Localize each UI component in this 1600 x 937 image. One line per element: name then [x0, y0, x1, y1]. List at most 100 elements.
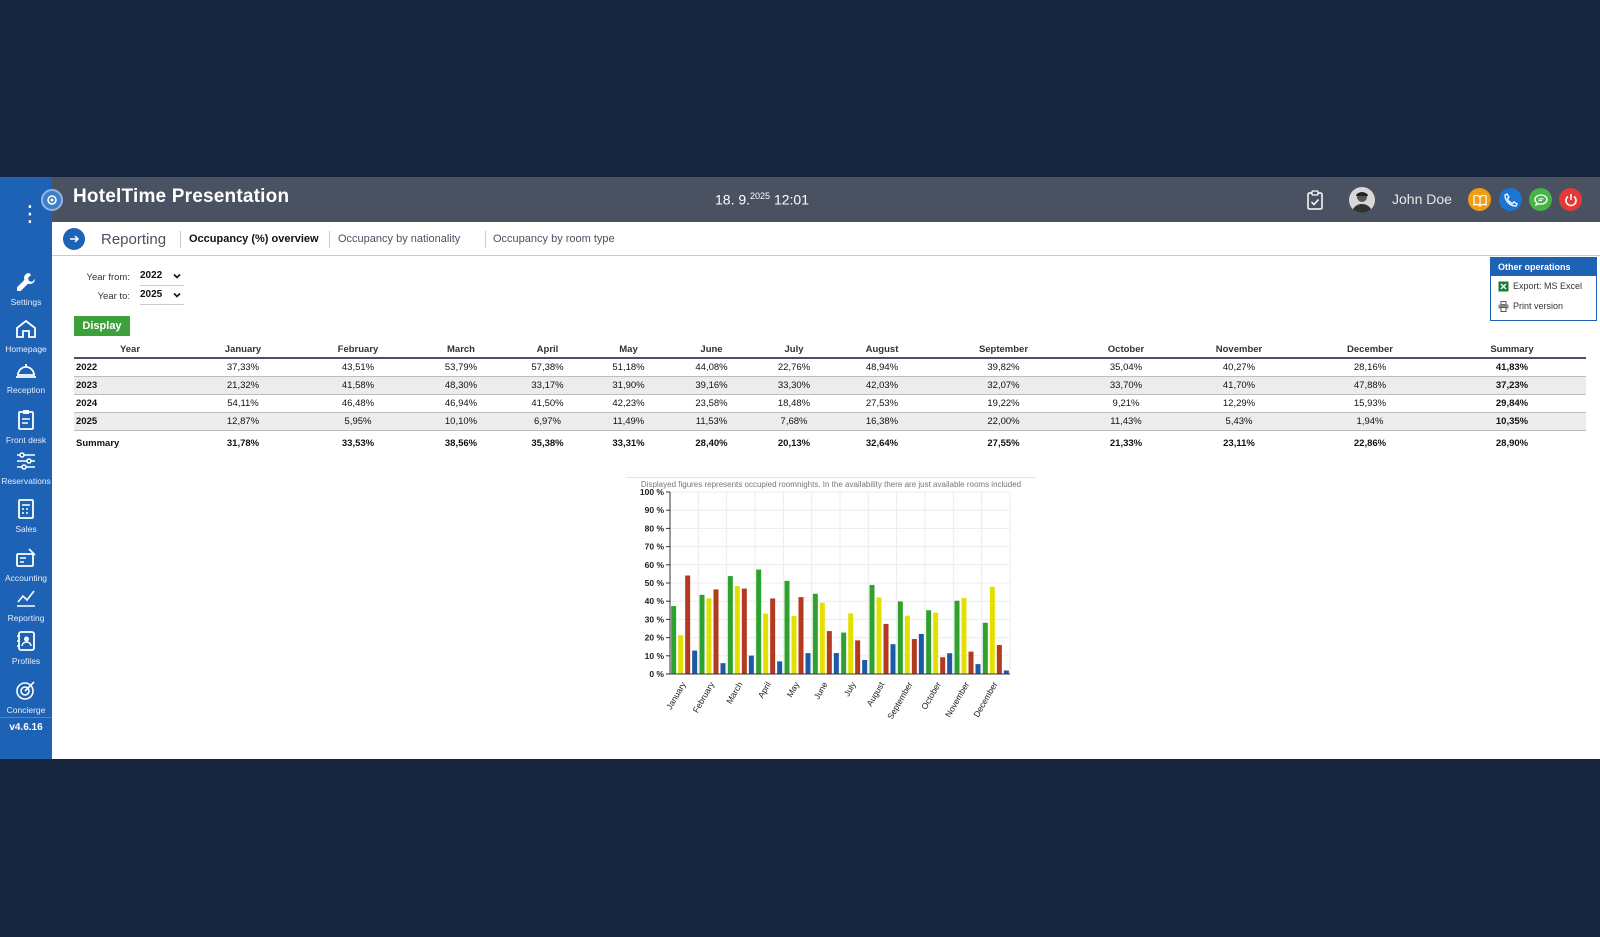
- sidebar-item-label: Concierge: [6, 705, 46, 715]
- bar-2023-june: [819, 602, 825, 674]
- table-cell: 53,79%: [416, 358, 506, 377]
- date-main: 18. 9.: [715, 191, 751, 208]
- table-cell: 27,55%: [987, 437, 1020, 449]
- column-header[interactable]: January: [186, 342, 300, 359]
- column-header[interactable]: July: [755, 342, 833, 359]
- column-header[interactable]: May: [589, 342, 668, 359]
- book-button[interactable]: [1468, 188, 1491, 211]
- x-tick-label: April: [756, 680, 773, 700]
- bar-2022-october: [926, 610, 932, 674]
- sidebar-item-reporting[interactable]: Reporting: [0, 579, 52, 623]
- settings-gear-icon[interactable]: [41, 189, 63, 211]
- sidebar-item-reservations[interactable]: Reservations: [0, 442, 52, 486]
- section-title: Reporting: [101, 231, 167, 248]
- column-header[interactable]: March: [416, 342, 506, 359]
- table-cell: 41,58%: [300, 376, 416, 395]
- table-cell: 37,33%: [186, 358, 300, 377]
- bar-2025-july: [862, 660, 868, 674]
- bar-2022-may: [784, 580, 790, 674]
- sidebar-item-homepage[interactable]: Homepage: [0, 310, 52, 354]
- bar-2025-march: [748, 655, 754, 674]
- sidebar-item-accounting[interactable]: Accounting: [0, 539, 52, 583]
- tab-occupancy-by-nationality[interactable]: Occupancy by nationality: [338, 233, 461, 245]
- year-from-select[interactable]: 2022: [140, 270, 184, 286]
- tab-occupancy-by-room-type[interactable]: Occupancy by room type: [493, 233, 615, 245]
- y-tick-label: 60 %: [645, 560, 665, 570]
- tab-divider: [180, 231, 181, 248]
- year-to-select[interactable]: 2025: [140, 289, 184, 305]
- back-button[interactable]: [63, 228, 85, 250]
- column-header[interactable]: August: [833, 342, 931, 359]
- x-tick-label: May: [785, 679, 802, 699]
- table-cell: 41,50%: [506, 394, 589, 413]
- bar-2025-june: [833, 653, 839, 674]
- column-header[interactable]: December: [1302, 342, 1438, 359]
- sidebar-item-profiles[interactable]: Profiles: [0, 622, 52, 666]
- bar-2022-july: [841, 632, 847, 674]
- display-button[interactable]: Display: [74, 316, 130, 336]
- time: 12:01: [773, 191, 809, 208]
- bar-2022-march: [727, 576, 733, 674]
- print-version-button[interactable]: Print version: [1491, 296, 1596, 316]
- bar-2023-september: [904, 615, 910, 674]
- export-excel-button[interactable]: Export: MS Excel: [1491, 276, 1596, 296]
- sidebar-item-concierge[interactable]: Concierge: [0, 671, 52, 715]
- bar-2024-may: [798, 597, 804, 674]
- other-operations-title: Other operations: [1491, 258, 1596, 276]
- table-cell: 38,56%: [444, 437, 478, 449]
- chat-button[interactable]: [1529, 188, 1552, 211]
- clipboard-icon: [18, 410, 34, 430]
- printer-icon: [1498, 300, 1509, 312]
- table-cell: 28,16%: [1302, 358, 1438, 377]
- table-cell: 10,10%: [416, 412, 506, 431]
- column-header[interactable]: Year: [74, 342, 186, 359]
- table-cell: 10,35%: [1438, 412, 1586, 431]
- phone-button[interactable]: [1499, 188, 1522, 211]
- table-row: 2025 12,87% 5,95% 10,10% 6,97% 11,49% 11…: [74, 412, 1586, 431]
- sidebar-item-reception[interactable]: Reception: [0, 351, 52, 395]
- column-header[interactable]: October: [1076, 342, 1176, 359]
- clipboard-check-icon[interactable]: [1306, 190, 1324, 210]
- date-year: 2025: [750, 191, 771, 201]
- table-cell: 2023: [74, 376, 186, 395]
- table-cell: 5,43%: [1176, 412, 1302, 431]
- table-cell: 35,38%: [531, 437, 564, 449]
- sidebar-item-label: Sales: [15, 524, 37, 534]
- table-cell: 28,40%: [695, 437, 728, 449]
- column-header[interactable]: June: [668, 342, 755, 359]
- sidebar-item-sales[interactable]: Sales: [0, 490, 52, 534]
- register-icon: [18, 499, 34, 519]
- table-cell: 33,17%: [506, 376, 589, 395]
- sidebar-item-settings[interactable]: Settings: [0, 263, 52, 307]
- column-header[interactable]: Summary: [1438, 342, 1586, 359]
- user-name[interactable]: John Doe: [1392, 191, 1452, 207]
- year-to-label: Year to:: [97, 291, 130, 302]
- table-cell: 6,97%: [506, 412, 589, 431]
- table-cell: 23,58%: [668, 394, 755, 413]
- column-header[interactable]: April: [506, 342, 589, 359]
- table-cell: 7,68%: [755, 412, 833, 431]
- bar-2024-april: [770, 598, 776, 674]
- home-icon: [16, 319, 36, 338]
- bar-2024-june: [826, 631, 832, 674]
- column-header[interactable]: November: [1176, 342, 1302, 359]
- bar-2022-january: [671, 606, 677, 674]
- export-excel-label: Export: MS Excel: [1513, 281, 1583, 291]
- table-cell: 39,82%: [931, 358, 1076, 377]
- sliders-icon: [17, 452, 35, 470]
- column-header[interactable]: September: [931, 342, 1076, 359]
- logout-button[interactable]: [1559, 188, 1582, 211]
- table-row: 2022 37,33% 43,51% 53,79% 57,38% 51,18% …: [74, 358, 1586, 377]
- bar-2025-january: [692, 650, 698, 674]
- tab-occupancy-overview[interactable]: Occupancy (%) overview: [189, 233, 319, 245]
- excel-icon: [1498, 281, 1509, 291]
- bar-2023-october: [933, 612, 939, 674]
- top-bar: HotelTime Presentation 18. 9.2025 12:01 …: [52, 177, 1600, 222]
- table-cell: 18,48%: [755, 394, 833, 413]
- sidebar-item-front-desk[interactable]: Front desk: [0, 401, 52, 445]
- y-tick-label: 100 %: [640, 487, 665, 497]
- more-menu-icon[interactable]: ⋮: [19, 201, 41, 226]
- y-tick-label: 20 %: [645, 633, 665, 643]
- column-header[interactable]: February: [300, 342, 416, 359]
- avatar[interactable]: [1349, 187, 1375, 213]
